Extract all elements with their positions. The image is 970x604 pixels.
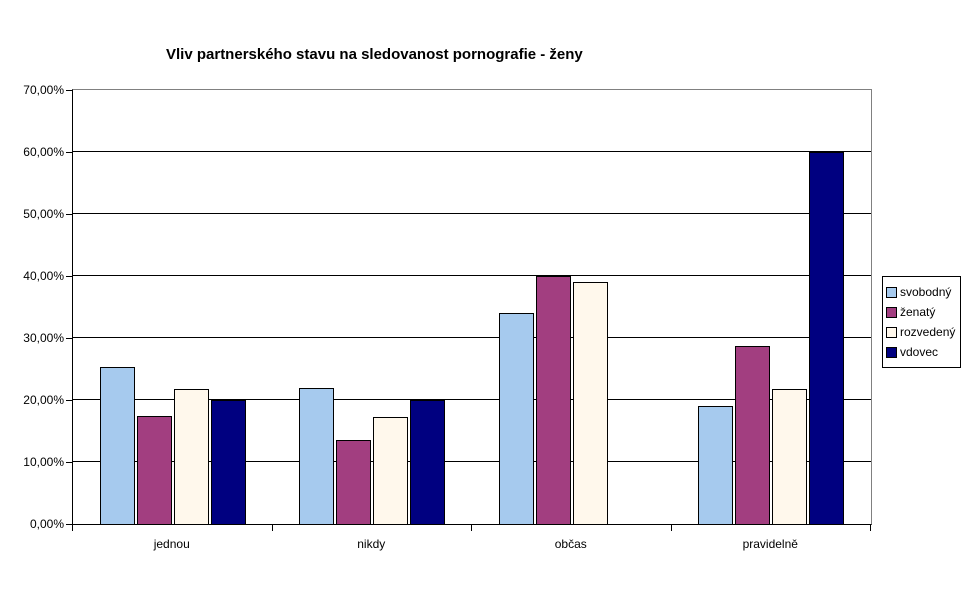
bar-rozvedený-pravidelně — [772, 389, 808, 524]
legend-label: svobodný — [900, 285, 952, 299]
category-group-občas — [472, 90, 672, 524]
category-group-jednou — [73, 90, 273, 524]
x-axis-category-label: nikdy — [357, 537, 386, 551]
bar-svobodný-nikdy — [299, 388, 335, 524]
y-axis-tick-mark — [66, 90, 72, 91]
y-axis-tick-label: 70,00% — [23, 83, 64, 97]
x-axis-tick-mark — [870, 525, 871, 531]
y-axis-tick-label: 20,00% — [23, 393, 64, 407]
y-axis-tick-mark — [66, 152, 72, 153]
bar-ženatý-občas — [535, 276, 571, 524]
x-axis-tick-mark — [271, 525, 273, 531]
legend-label: rozvedený — [900, 325, 956, 339]
legend-swatch-rozvedený — [886, 326, 897, 338]
bar-svobodný-jednou — [99, 367, 135, 524]
y-axis-tick-mark — [66, 338, 72, 339]
category-group-pravidelně — [672, 90, 872, 524]
bar-ženatý-nikdy — [336, 440, 372, 524]
y-axis-tick-label: 10,00% — [23, 455, 64, 469]
bar-rozvedený-jednou — [173, 389, 209, 524]
y-axis-tick-label: 0,00% — [29, 517, 64, 531]
chart-title: Vliv partnerského stavu na sledovanost p… — [166, 46, 583, 63]
legend-item-vdovec: vdovec — [886, 342, 958, 362]
bar-rozvedený-nikdy — [373, 417, 409, 524]
bar-vdovec-jednou — [210, 400, 246, 524]
bar-ženatý-jednou — [136, 416, 172, 524]
y-axis-tick-mark — [66, 214, 72, 215]
bar-vdovec-pravidelně — [809, 152, 845, 524]
x-axis-category-label: pravidelně — [742, 537, 798, 551]
bar-vdovec-nikdy — [410, 400, 446, 524]
bar-svobodný-občas — [498, 313, 534, 524]
x-axis-tick-mark — [471, 525, 472, 531]
gridline — [73, 461, 871, 462]
legend-swatch-svobodný — [886, 286, 897, 298]
bar-svobodný-pravidelně — [698, 406, 734, 524]
y-axis-tick-label: 60,00% — [23, 145, 64, 159]
plot-area — [72, 89, 872, 525]
category-group-nikdy — [273, 90, 473, 524]
y-axis-tick-label: 40,00% — [23, 269, 64, 283]
y-axis-tick-label: 50,00% — [23, 207, 64, 221]
y-axis-tick-mark — [66, 462, 72, 463]
x-axis-category-label: jednou — [153, 537, 190, 551]
legend-label: ženatý — [900, 305, 936, 319]
x-axis-category-label: občas — [554, 537, 587, 551]
y-axis-tick-mark — [66, 524, 72, 525]
legend-swatch-ženatý — [886, 306, 897, 318]
legend: svobodný ženatý rozvedený vdovec — [882, 276, 961, 368]
gridline — [73, 275, 871, 276]
gridline — [73, 399, 871, 400]
gridline — [73, 151, 871, 152]
x-axis-tick-mark — [72, 525, 73, 531]
legend-label: vdovec — [900, 345, 939, 359]
y-axis-tick-mark — [66, 400, 72, 401]
legend-swatch-vdovec — [886, 346, 897, 358]
y-axis-tick-mark — [66, 276, 72, 277]
gridline — [73, 213, 871, 214]
legend-item-svobodný: svobodný — [886, 282, 958, 302]
x-axis-tick-mark — [670, 525, 672, 531]
y-axis-tick-label: 30,00% — [23, 331, 64, 345]
bar-rozvedený-občas — [572, 282, 608, 524]
gridline — [73, 337, 871, 338]
legend-item-rozvedený: rozvedený — [886, 322, 958, 342]
legend-item-ženatý: ženatý — [886, 302, 958, 322]
bar-ženatý-pravidelně — [735, 346, 771, 524]
